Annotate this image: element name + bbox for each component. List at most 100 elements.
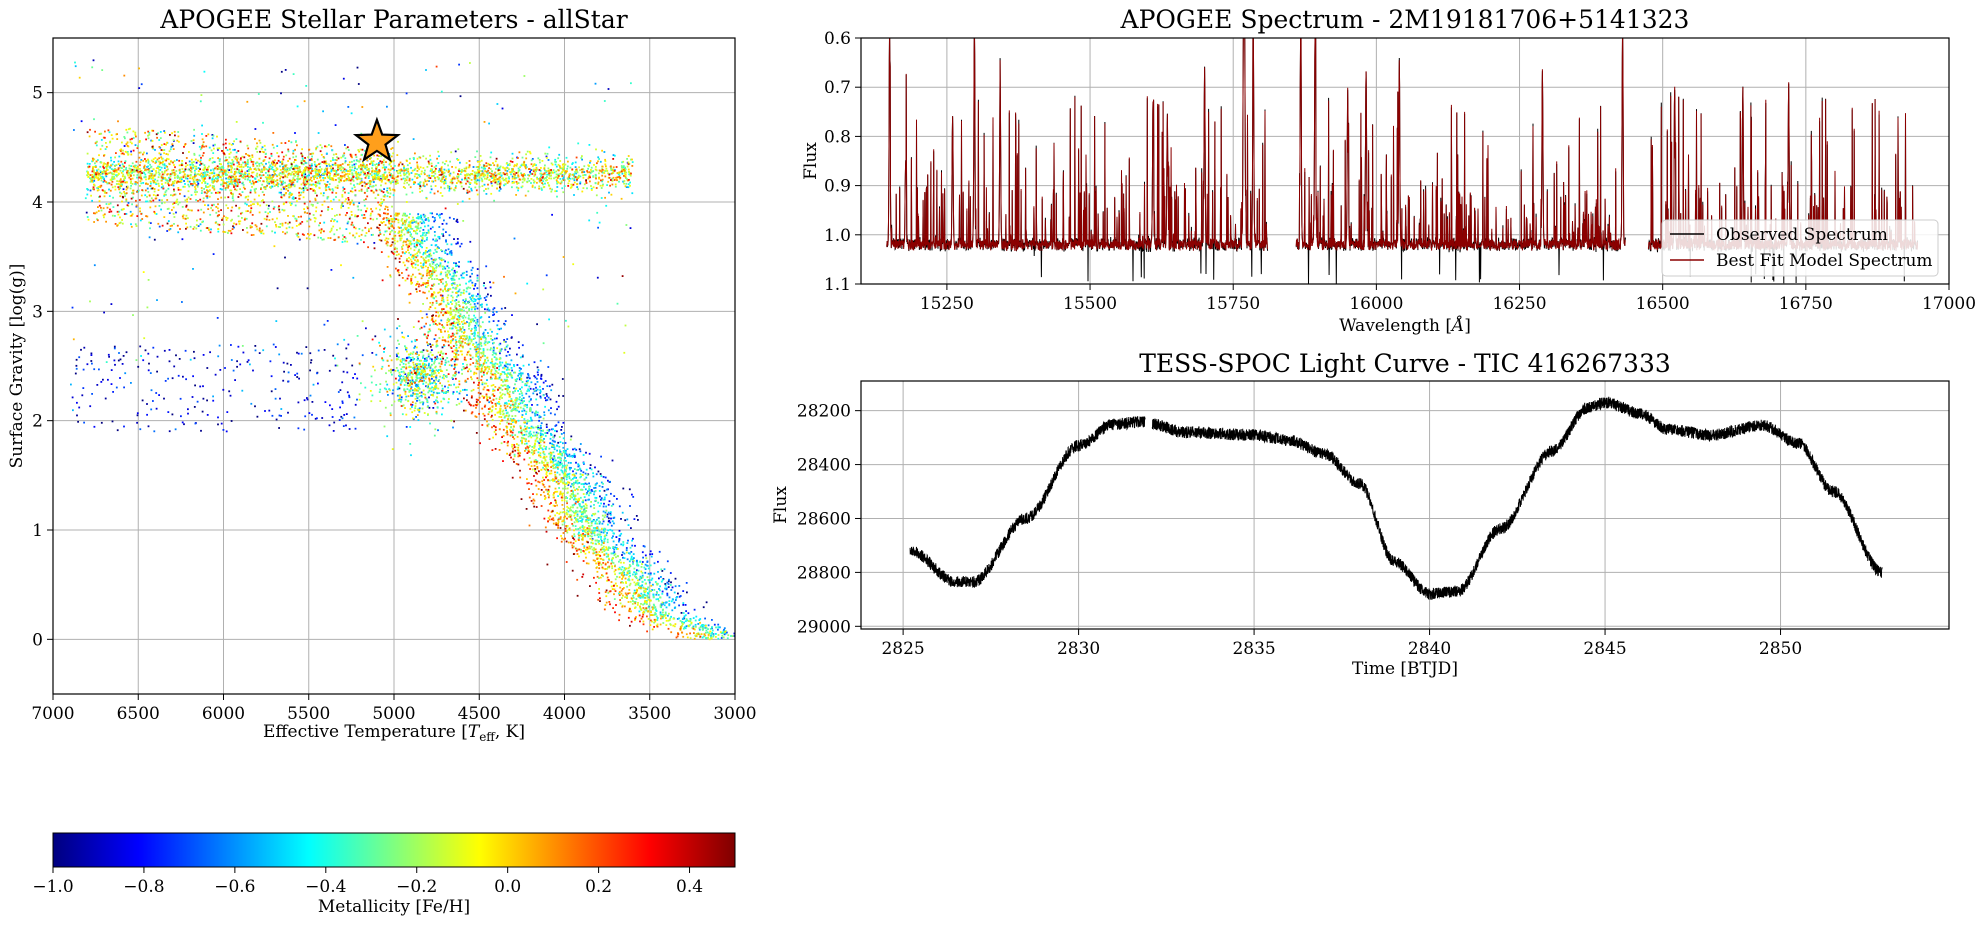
scatter-point (265, 168, 267, 171)
scatter-point (278, 353, 281, 356)
scatter-point (501, 410, 504, 413)
scatter-point (159, 131, 162, 133)
scatter-point (148, 168, 150, 170)
scatter-point (193, 350, 195, 353)
scatter-point (449, 251, 451, 253)
scatter-point (440, 319, 443, 322)
scatter-point (656, 583, 659, 586)
scatter-point (500, 442, 503, 445)
scatter-point (679, 620, 682, 622)
scatter-point (441, 161, 444, 164)
scatter-point (620, 532, 623, 535)
scatter-point (475, 362, 478, 365)
scatter-point (565, 482, 568, 485)
scatter-point (573, 535, 576, 538)
scatter-point (705, 627, 708, 629)
scatter-point (656, 592, 658, 594)
scatter-point (473, 331, 476, 334)
scatter-point (463, 301, 466, 303)
scatter-point (230, 182, 233, 185)
scatter-point (593, 504, 595, 506)
scatter-point (571, 456, 574, 458)
scatter-point (336, 214, 338, 216)
scatter-point (627, 186, 630, 189)
scatter-point (539, 389, 542, 391)
scatter-point (595, 194, 598, 197)
scatter-point (164, 170, 166, 173)
scatter-point (231, 183, 234, 186)
scatter-point (314, 417, 317, 420)
scatter-point (331, 163, 334, 166)
scatter-point (267, 168, 269, 171)
scatter-point (358, 166, 360, 169)
scatter-point (452, 392, 454, 395)
scatter-point (444, 163, 446, 165)
scatter-point (455, 185, 457, 187)
scatter-point (469, 370, 472, 373)
scatter-point (484, 308, 486, 311)
scatter-point (526, 419, 529, 422)
scatter-point (571, 493, 573, 495)
scatter-point (724, 632, 727, 635)
scatter-point (588, 485, 590, 488)
scatter-point (418, 399, 421, 402)
scatter-point (260, 232, 263, 235)
scatter-point (469, 279, 472, 282)
scatter-point (514, 390, 516, 392)
scatter-point (641, 576, 644, 579)
scatter-point (429, 227, 432, 230)
scatter-point (278, 427, 280, 429)
scatter-point (427, 343, 430, 345)
scatter-point (539, 359, 542, 362)
scatter-point (606, 513, 609, 516)
scatter-point (582, 530, 584, 532)
scatter-point (410, 172, 413, 174)
scatter-point (589, 518, 591, 521)
scatter-point (592, 527, 595, 529)
scatter-point (537, 432, 539, 435)
scatter-point (387, 394, 389, 396)
scatter-point (525, 438, 527, 441)
scatter-point (108, 131, 111, 134)
scatter-point (459, 342, 461, 344)
scatter-point (468, 322, 471, 324)
scatter-point (450, 254, 453, 256)
scatter-point (667, 580, 670, 583)
scatter-point (331, 218, 334, 220)
scatter-point (221, 165, 224, 168)
scatter-point (581, 158, 583, 161)
scatter-point (94, 165, 97, 167)
scatter-point (254, 162, 257, 165)
scatter-point (360, 132, 363, 135)
scatter-point (199, 229, 202, 232)
scatter-point (417, 217, 420, 220)
scatter-point (597, 541, 600, 543)
scatter-point (564, 450, 567, 453)
scatter-point (636, 582, 639, 584)
scatter-point (242, 175, 245, 177)
scatter-point (354, 373, 356, 375)
scatter-point (486, 308, 489, 311)
scatter-point (428, 389, 431, 392)
scatter-point (428, 406, 431, 409)
scatter-point (304, 173, 307, 176)
scatter-point (548, 174, 551, 177)
scatter-point (705, 637, 707, 639)
scatter-point (503, 364, 506, 367)
scatter-point (144, 176, 147, 178)
scatter-point (431, 360, 433, 362)
scatter-point (633, 567, 636, 570)
scatter-point (602, 482, 604, 485)
scatter-point (288, 169, 291, 171)
scatter-point (538, 442, 541, 444)
scatter-point (546, 395, 548, 397)
scatter-point (682, 617, 685, 619)
scatter-point (528, 363, 530, 366)
scatter-point (433, 217, 436, 219)
scatter-point (493, 307, 496, 309)
scatter-point (411, 353, 414, 355)
scatter-point (123, 175, 126, 178)
scatter-point (199, 148, 202, 151)
scatter-point (455, 356, 458, 358)
scatter-point (426, 406, 429, 408)
